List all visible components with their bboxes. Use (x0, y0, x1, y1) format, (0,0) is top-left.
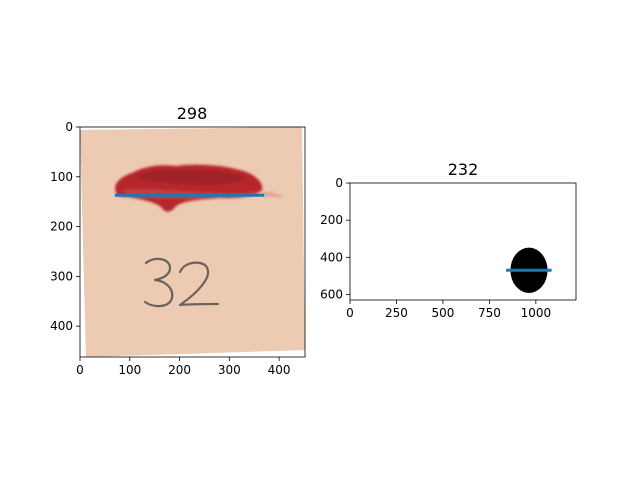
handwritten-number (143, 257, 220, 308)
x-tick-label: 250 (385, 306, 408, 320)
y-tick-label: 0 (335, 176, 343, 190)
mask-image (350, 183, 576, 300)
panel-1: 298 0 100 200 300 400 0 100 200 300 400 (50, 104, 306, 377)
panel-2-yticks: 0 200 400 600 (320, 176, 350, 301)
x-tick-label: 100 (118, 363, 141, 377)
x-tick-label: 500 (431, 306, 454, 320)
y-tick-label: 400 (50, 319, 73, 333)
panel-2-title: 232 (448, 160, 479, 179)
y-tick-label: 200 (50, 220, 73, 234)
y-tick-label: 400 (320, 250, 343, 264)
panel-1-frame (79, 126, 306, 358)
x-tick-label: 750 (478, 306, 501, 320)
panel-1-xticks: 0 100 200 300 400 (76, 357, 291, 377)
photo-image (80, 127, 305, 357)
x-tick-label: 300 (218, 363, 241, 377)
panel-2-xticks: 0 250 500 750 1000 (346, 300, 551, 320)
x-tick-label: 1000 (521, 306, 552, 320)
y-tick-label: 200 (320, 213, 343, 227)
red-stain (115, 164, 284, 212)
x-tick-label: 400 (268, 363, 291, 377)
panel-2-frame (349, 182, 577, 301)
x-tick-label: 0 (76, 363, 84, 377)
y-tick-label: 100 (50, 170, 73, 184)
panel-1-title: 298 (177, 104, 208, 123)
y-tick-label: 600 (320, 287, 343, 301)
x-tick-label: 200 (168, 363, 191, 377)
panel-2: 232 0 250 500 750 1000 0 200 400 600 (320, 160, 577, 320)
panel-1-yticks: 0 100 200 300 400 (50, 120, 80, 333)
y-tick-label: 300 (50, 269, 73, 283)
y-tick-label: 0 (65, 120, 73, 134)
x-tick-label: 0 (346, 306, 354, 320)
